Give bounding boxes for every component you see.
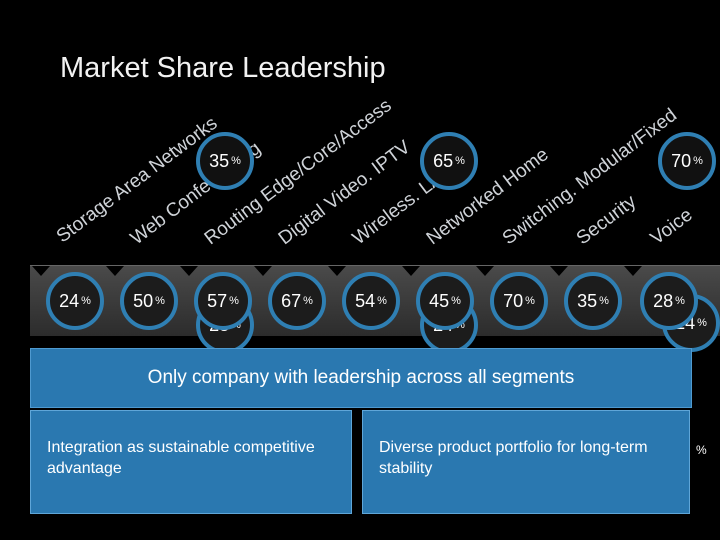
share-circle-top-2: 65% <box>420 132 478 190</box>
share-circle-routing: 57% <box>194 272 252 330</box>
share-circle-security: 35% <box>564 272 622 330</box>
share-circle-switching: 70% <box>490 272 548 330</box>
segment-label-security: Security <box>572 191 641 250</box>
share-circle-digital-video: 67% <box>268 272 326 330</box>
share-circle-web-conferencing: 50% <box>120 272 178 330</box>
share-circle-wireless: 54% <box>342 272 400 330</box>
segment-label-voice: Voice <box>646 204 697 250</box>
edge-percent-fragment: % <box>696 443 707 457</box>
segment-label-digital-video: Digital Video. IPTV <box>274 136 415 250</box>
share-circle-top-3: 70% <box>658 132 716 190</box>
share-circle-networked-home: 45% <box>416 272 474 330</box>
share-circle-storage: 24% <box>46 272 104 330</box>
share-circle-voice: 28% <box>640 272 698 330</box>
portfolio-box: Diverse product portfolio for long-term … <box>362 410 690 514</box>
leadership-banner: Only company with leadership across all … <box>30 348 692 408</box>
page-title: Market Share Leadership <box>60 52 386 84</box>
share-circle-top-1: 35% <box>196 132 254 190</box>
integration-box: Integration as sustainable competitive a… <box>30 410 352 514</box>
